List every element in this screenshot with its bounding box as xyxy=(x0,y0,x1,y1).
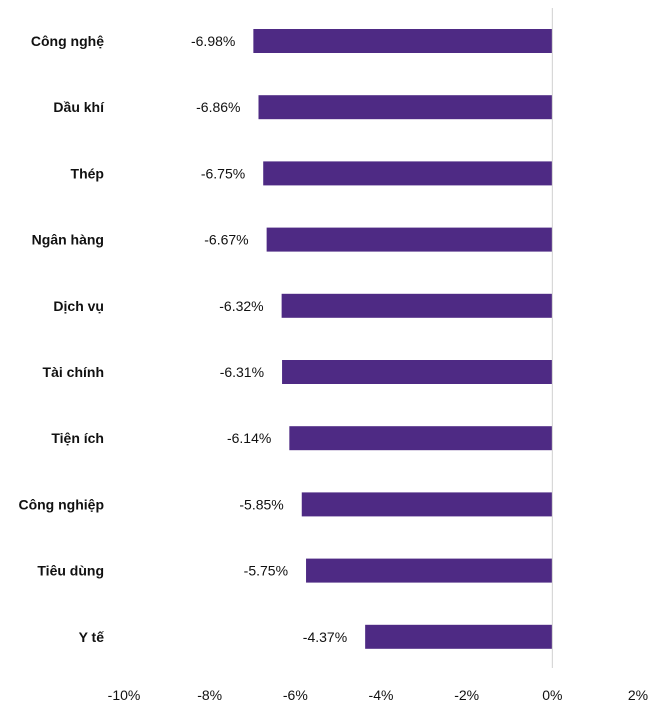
x-tick-label: -2% xyxy=(454,687,479,703)
x-tick-label: -10% xyxy=(108,687,141,703)
x-axis-tick-labels: -10% -8% -6% -4% -2% 0% 2% xyxy=(108,687,648,703)
bar-2 xyxy=(263,161,553,186)
value-label: -6.31% xyxy=(220,364,264,380)
value-label: -6.86% xyxy=(196,99,240,115)
value-labels: -6.98% -6.86% -6.75% -6.67% -6.32% -6.31% -6.1… xyxy=(191,33,347,645)
category-label: Dịch vụ xyxy=(53,298,104,314)
category-label: Y tế xyxy=(79,629,105,645)
value-label: -6.32% xyxy=(219,298,263,314)
value-label: -6.67% xyxy=(204,232,248,248)
value-label: -5.75% xyxy=(244,563,288,579)
value-label: -6.75% xyxy=(201,165,245,181)
value-label: -6.14% xyxy=(227,430,271,446)
bars-group xyxy=(253,29,553,649)
bar-7 xyxy=(301,492,553,517)
category-label: Thép xyxy=(71,165,104,181)
bar-6 xyxy=(289,426,553,451)
bar-4 xyxy=(281,293,553,318)
bar-9 xyxy=(365,624,553,649)
value-label: -4.37% xyxy=(303,629,347,645)
category-label: Tài chính xyxy=(43,364,104,380)
value-label: -5.85% xyxy=(239,496,283,512)
category-label: Dầu khí xyxy=(53,99,105,115)
category-label: Công nghiệp xyxy=(18,496,104,512)
x-tick-label: 0% xyxy=(542,687,562,703)
x-tick-label: -8% xyxy=(197,687,222,703)
x-tick-label: 2% xyxy=(628,687,648,703)
bar-0 xyxy=(253,29,553,53)
category-label: Tiêu dùng xyxy=(37,563,104,579)
category-labels: Công nghệ Dầu khí Thép Ngân hàng Dịch vụ Tài … xyxy=(18,33,105,645)
category-label: Tiện ích xyxy=(51,430,104,446)
category-label: Ngân hàng xyxy=(32,232,104,248)
bar-3 xyxy=(266,227,553,252)
bar-8 xyxy=(306,558,553,583)
x-tick-label: -4% xyxy=(369,687,394,703)
x-tick-label: -6% xyxy=(283,687,308,703)
category-label: Công nghệ xyxy=(31,33,104,49)
bar-5 xyxy=(282,360,553,384)
value-label: -6.98% xyxy=(191,33,235,49)
bar-1 xyxy=(258,95,553,120)
